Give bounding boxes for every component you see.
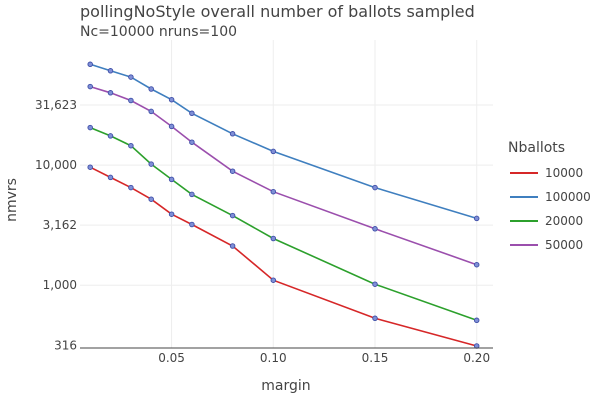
data-point-50000 [372,226,378,232]
data-point-20000 [107,133,114,139]
data-point-10000 [189,221,195,228]
data-point-10000 [148,196,154,202]
data-point-10000 [87,164,93,170]
chart-subtitle: Nc=10000 nruns=100 [80,24,237,40]
data-point-10000 [107,174,114,181]
series-lines [89,63,477,347]
x-ticks: 0.05 0.10 0.15 0.20 [158,351,490,365]
data-point-10000 [372,315,378,322]
data-point-50000 [107,90,114,96]
y-tick-label: 1,000 [43,278,77,292]
legend-label-10000[interactable]: 10000 [545,166,583,180]
data-point-20000 [372,281,378,287]
series-line-50000 [89,85,477,266]
data-point-20000 [229,212,236,219]
data-point-50000 [148,108,154,115]
data-point-20000 [473,317,480,324]
data-point-20000 [148,161,154,167]
y-ticks: 316 1,000 3,162 10,000 31,623 [35,98,77,352]
data-point-50000 [168,123,175,130]
legend-title: Nballots [508,140,565,156]
data-point-100000 [107,68,114,74]
y-tick-label: 31,623 [35,98,77,112]
data-point-100000 [87,61,93,68]
series-line-10000 [89,166,477,347]
legend-label-100000[interactable]: 100000 [545,190,591,204]
data-point-100000 [189,110,195,117]
data-point-10000 [229,243,236,249]
data-point-50000 [270,188,277,195]
legend: Nballots 10000 100000 20000 50000 [508,140,591,252]
data-point-50000 [473,261,480,268]
data-point-100000 [372,184,378,191]
x-axis-title: margin [261,378,310,394]
data-point-10000 [168,211,175,217]
data-point-100000 [168,96,175,103]
data-point-20000 [270,235,277,242]
series-line-100000 [89,63,477,220]
series-line-20000 [89,126,477,322]
data-point-20000 [168,176,175,183]
data-point-50000 [229,168,236,174]
y-axis-title: nmvrs [4,178,20,222]
data-point-100000 [473,215,480,222]
x-tick-label: 0.10 [260,351,287,365]
legend-label-20000[interactable]: 20000 [545,214,583,228]
y-tick-label: 3,162 [43,218,77,232]
data-point-20000 [189,191,195,198]
data-point-100000 [270,148,277,155]
data-point-100000 [148,86,154,92]
x-tick-label: 0.05 [158,351,185,365]
data-point-20000 [87,124,93,131]
data-point-100000 [229,131,236,137]
data-point-100000 [128,74,134,80]
data-point-50000 [189,139,195,145]
legend-label-50000[interactable]: 50000 [545,238,583,252]
chart-title: pollingNoStyle overall number of ballots… [80,2,475,21]
y-tick-label: 316 [54,338,77,352]
y-tick-label: 10,000 [35,158,77,172]
data-point-50000 [87,83,93,90]
x-tick-label: 0.20 [463,351,490,365]
data-point-10000 [128,184,134,191]
data-point-10000 [270,277,277,283]
data-point-20000 [128,142,134,149]
x-tick-label: 0.15 [362,351,389,365]
data-point-50000 [128,97,134,104]
